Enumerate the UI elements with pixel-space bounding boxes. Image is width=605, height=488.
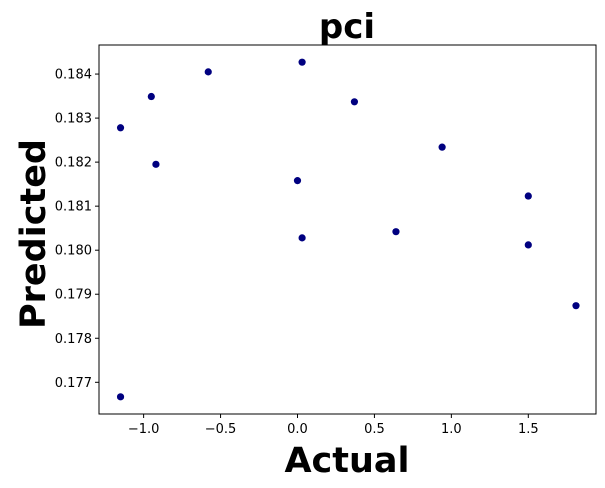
data-point — [350, 98, 359, 106]
y-axis-label: Predicted — [14, 139, 54, 329]
x-axis: −1.0 −0.5 0.0 0.5 1.0 1.5 — [128, 414, 539, 437]
x-tick-label: 0.0 — [287, 422, 308, 437]
data-point — [204, 68, 212, 76]
data-point — [116, 393, 125, 401]
x-tick-label: 0.5 — [364, 422, 385, 437]
data-point — [438, 143, 446, 151]
data-point — [392, 228, 400, 236]
chart-title: pci — [319, 7, 375, 47]
y-tick-label: 0.183 — [55, 112, 92, 127]
y-tick-label: 0.178 — [55, 332, 92, 347]
x-tick-label: −1.0 — [128, 422, 160, 437]
data-point — [524, 241, 532, 249]
y-tick-label: 0.184 — [55, 68, 92, 83]
data-point — [147, 92, 155, 101]
y-tick-label: 0.177 — [55, 376, 92, 391]
y-tick-label: 0.179 — [55, 288, 92, 303]
plot-marks — [116, 58, 580, 401]
data-point — [152, 160, 160, 168]
x-tick-label: 1.0 — [441, 422, 462, 437]
plot-frame — [98, 44, 597, 415]
x-tick-label: 1.5 — [518, 422, 539, 437]
data-point — [298, 234, 306, 242]
y-tick-label: 0.182 — [55, 156, 92, 171]
data-point — [298, 58, 306, 66]
data-point — [572, 302, 580, 310]
y-tick-label: 0.181 — [55, 200, 92, 215]
y-axis: 0.177 0.178 0.179 0.180 0.181 0.182 0.183 0.184 — [55, 68, 99, 391]
data-point — [524, 192, 532, 200]
x-tick-label: −0.5 — [205, 422, 237, 437]
data-point — [293, 177, 302, 185]
x-axis-label: Actual — [284, 441, 409, 481]
data-point — [116, 124, 125, 132]
y-tick-label: 0.180 — [55, 244, 92, 259]
